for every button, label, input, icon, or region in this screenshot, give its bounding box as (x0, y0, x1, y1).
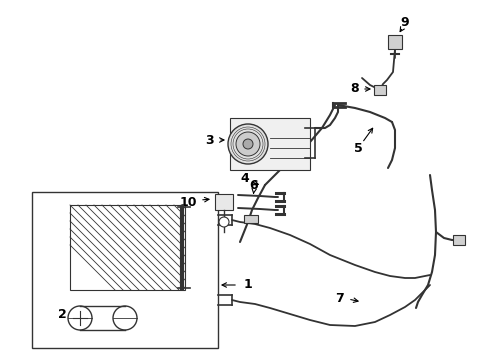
Text: 3: 3 (205, 134, 214, 147)
Text: 9: 9 (400, 15, 408, 28)
Circle shape (227, 124, 267, 164)
Bar (373, 85, 385, 95)
Text: 10: 10 (179, 195, 196, 208)
Text: 1: 1 (243, 279, 252, 292)
Circle shape (243, 139, 252, 149)
Bar (70, 205, 184, 290)
Text: 4: 4 (240, 171, 249, 185)
Bar (387, 35, 401, 49)
Circle shape (236, 132, 260, 156)
Circle shape (219, 217, 228, 227)
Circle shape (113, 306, 137, 330)
Text: 2: 2 (58, 309, 66, 321)
Text: 8: 8 (350, 81, 359, 95)
Bar (229, 118, 309, 170)
Bar (244, 215, 258, 223)
Text: 6: 6 (249, 179, 258, 192)
Bar (452, 235, 464, 245)
Bar (32, 192, 218, 348)
Text: 7: 7 (335, 292, 344, 305)
Circle shape (68, 306, 92, 330)
Bar (215, 194, 232, 210)
Text: 5: 5 (353, 141, 362, 154)
